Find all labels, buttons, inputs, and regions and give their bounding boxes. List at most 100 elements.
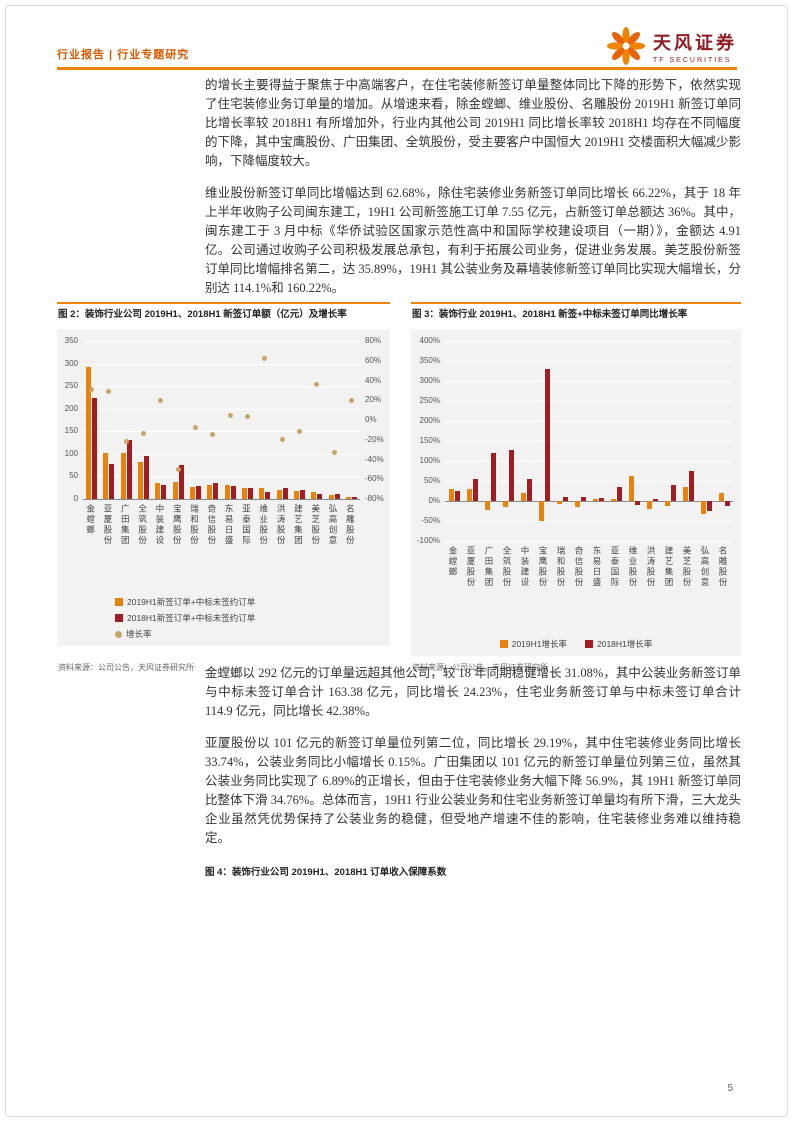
legend-label: 2018H1增长率 bbox=[597, 639, 653, 649]
bar-2019H1增长率 bbox=[556, 501, 562, 505]
bar-2018H1新签订单+中标未签约订单 bbox=[109, 463, 115, 499]
bar-2018H1新签订单+中标未签约订单 bbox=[144, 456, 150, 499]
bar-2019H1新签订单+中标未签约订单 bbox=[138, 461, 144, 499]
figure-3-plot-area: -100% -50% 0% 50% 100% 150% 200% 250% 300% 350% 40… bbox=[411, 329, 741, 656]
bar-2018H1增长率 bbox=[724, 501, 730, 506]
bar-2019H1新签订单+中标未签约订单 bbox=[86, 367, 92, 499]
brand: 天风证券 TF SECURITIES bbox=[606, 26, 737, 66]
y-axis-label: 200% bbox=[419, 416, 440, 425]
grid-line bbox=[83, 453, 360, 455]
bar-2018H1新签订单+中标未签约订单 bbox=[230, 486, 236, 499]
bar-2019H1增长率 bbox=[682, 486, 688, 501]
x-axis-label: 东易日盛 bbox=[592, 546, 602, 588]
right-axis-label: -40% bbox=[365, 454, 384, 464]
x-axis-label: 弘高创意 bbox=[328, 504, 339, 546]
bar-2018H1增长率 bbox=[634, 501, 640, 505]
figure-3: 图 3：装饰行业 2019H1、2018H1 新签+中标未签订单同比增长率 -1… bbox=[411, 302, 741, 675]
figure-2-title: 图 2：装饰行业公司 2019H1、2018H1 新签订单额（亿元）及增长率 bbox=[57, 302, 390, 329]
bar-2018H1增长率 bbox=[544, 369, 550, 501]
x-axis-label: 建艺集团 bbox=[664, 546, 674, 588]
bar-2018H1增长率 bbox=[508, 450, 514, 501]
legend-label: 2019H1增长率 bbox=[511, 639, 567, 649]
legend-marker bbox=[585, 640, 593, 648]
growth-rate-dot bbox=[314, 382, 320, 388]
y-axis-label: 100 bbox=[64, 448, 78, 458]
figure-3-x-labels: 金螳螂 亚厦股份 广田集团 全筑股份 中装建设 宝鹰股份 瑞和股份 奇信股份 东易日盛 亚泰国际维… bbox=[445, 544, 733, 630]
figures-row: 图 2：装饰行业公司 2019H1、2018H1 新签订单额（亿元）及增长率 0… bbox=[57, 302, 741, 675]
x-axis-label: 宝鹰股份 bbox=[172, 504, 183, 546]
x-axis-label: 东易日盛 bbox=[224, 504, 235, 546]
x-axis-label: 宝鹰股份 bbox=[538, 546, 548, 588]
growth-rate-dot bbox=[175, 466, 181, 472]
bar-2018H1新签订单+中标未签约订单 bbox=[334, 493, 340, 499]
body-text-bottom: 金螳螂以 292 亿元的订单量远超其他公司，较 18 年同期稳健增长 31.08… bbox=[205, 664, 741, 878]
x-axis-label: 金螳螂 bbox=[85, 504, 96, 536]
x-axis-label: 中装建设 bbox=[520, 546, 530, 588]
bar-2018H1增长率 bbox=[670, 485, 676, 501]
growth-rate-dot bbox=[227, 412, 233, 418]
bar-2018H1增长率 bbox=[706, 501, 712, 511]
bar-2019H1新签订单+中标未签约订单 bbox=[345, 496, 351, 499]
figure-4-title: 图 4：装饰行业公司 2019H1、2018H1 订单收入保障系数 bbox=[205, 867, 447, 878]
grid-line bbox=[83, 408, 360, 410]
bar-2019H1新签订单+中标未签约订单 bbox=[120, 453, 126, 499]
bar-2019H1增长率 bbox=[592, 499, 598, 501]
report-category: 行业报告 | 行业专题研究 bbox=[57, 49, 190, 61]
y-axis-label: 400% bbox=[419, 336, 440, 345]
legend-item: 2018H1新签订单+中标未签约订单 bbox=[115, 612, 390, 624]
grid-line bbox=[445, 341, 733, 342]
bar-2018H1增长率 bbox=[526, 479, 532, 501]
figure-3-source: 资料来源：公司公告，天风证券研究所 bbox=[412, 663, 548, 672]
y-axis-label: 300 bbox=[64, 358, 78, 368]
bar-2019H1增长率 bbox=[520, 493, 526, 501]
bar-2018H1增长率 bbox=[598, 497, 604, 501]
figure-2-plot-area: 0 50 100 150 200 250 300 350 -80% -60% -40% -20% 0% 2… bbox=[57, 329, 390, 646]
x-axis-label: 美芝股份 bbox=[682, 546, 692, 588]
grid-line bbox=[445, 461, 733, 462]
legend-marker bbox=[499, 640, 508, 648]
bar-2018H1新签订单+中标未签约订单 bbox=[299, 489, 305, 499]
bar-2018H1新签订单+中标未签约订单 bbox=[196, 486, 202, 499]
x-axis-label: 美芝股份 bbox=[310, 504, 321, 546]
tf-logo-icon bbox=[607, 27, 645, 65]
bar-2019H1增长率 bbox=[466, 489, 472, 501]
header-divider bbox=[57, 67, 737, 70]
legend-label: 2019H1新签订单+中标未签约订单 bbox=[127, 597, 256, 607]
y-axis-label: 250% bbox=[419, 396, 440, 405]
bar-2019H1增长率 bbox=[448, 488, 454, 501]
right-axis-label: 20% bbox=[365, 395, 382, 405]
grid-line bbox=[445, 361, 733, 362]
x-axis-label: 名雕股份 bbox=[345, 504, 356, 546]
growth-rate-dot bbox=[210, 432, 216, 438]
growth-rate-dot bbox=[123, 439, 129, 445]
bar-2018H1新签订单+中标未签约订单 bbox=[351, 497, 357, 499]
growth-rate-dot bbox=[158, 397, 164, 403]
grid-line bbox=[83, 476, 360, 478]
bar-2019H1增长率 bbox=[484, 501, 490, 510]
grid-line bbox=[445, 421, 733, 422]
y-axis-label: 0 bbox=[73, 494, 78, 503]
bar-2019H1增长率 bbox=[610, 499, 616, 501]
legend-marker bbox=[115, 598, 123, 606]
bar-2018H1新签订单+中标未签约订单 bbox=[265, 492, 271, 499]
x-axis-label: 中装建设 bbox=[154, 504, 165, 546]
bar-2019H1新签订单+中标未签约订单 bbox=[276, 489, 282, 499]
bar-2018H1增长率 bbox=[688, 471, 694, 501]
figure-2-source: 资料来源：公司公告，天风证券研究所 bbox=[58, 663, 194, 672]
grid-line bbox=[445, 541, 733, 542]
x-axis-label: 洪涛股份 bbox=[646, 546, 656, 588]
growth-rate-dot bbox=[106, 388, 112, 394]
legend-label: 2018H1新签订单+中标未签约订单 bbox=[127, 613, 256, 623]
x-axis-label: 奇信股份 bbox=[206, 504, 217, 546]
bar-2019H1新签订单+中标未签约订单 bbox=[103, 453, 109, 499]
y-axis-label: 350 bbox=[64, 336, 78, 345]
bar-2018H1新签订单+中标未签约订单 bbox=[92, 398, 98, 499]
bar-2019H1新签订单+中标未签约订单 bbox=[241, 487, 247, 499]
growth-rate-dot bbox=[279, 437, 285, 443]
legend-item: 增长率 bbox=[115, 628, 390, 640]
paragraph-4: 亚厦股份以 101 亿元的新签订单量位列第二位，同比增长 29.19%，其中住宅… bbox=[205, 736, 741, 845]
legend-item: 2018H1增长率 bbox=[585, 638, 652, 650]
x-axis-label: 奇信股份 bbox=[574, 546, 584, 588]
right-axis-label: 0% bbox=[365, 415, 377, 424]
y-axis-label: 0% bbox=[428, 496, 440, 505]
